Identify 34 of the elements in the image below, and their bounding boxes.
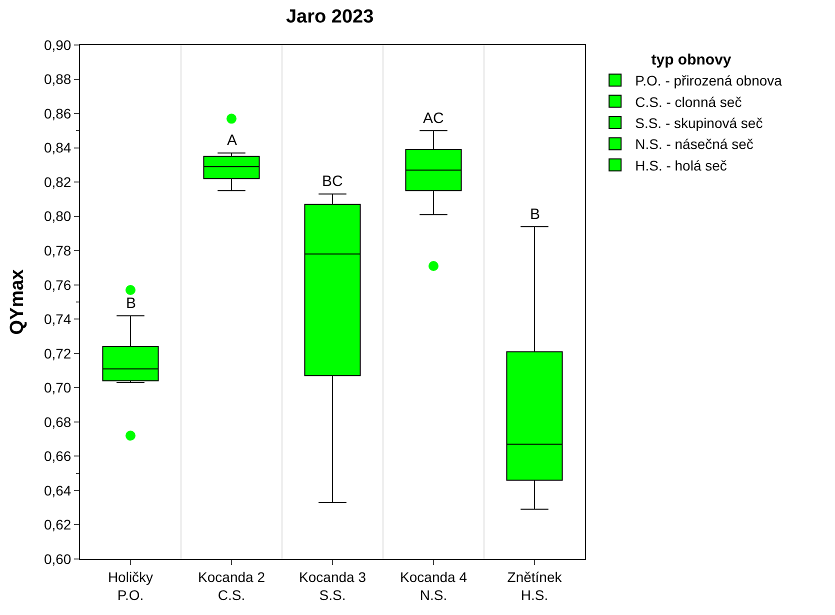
y-tick-label: 0,76: [44, 276, 72, 293]
y-tick-label: 0,62: [44, 516, 72, 533]
annotation: BC: [322, 173, 344, 190]
y-tick-label: 0,90: [44, 36, 72, 53]
x-tick-label: Kocanda 4 N.S.: [400, 568, 468, 603]
y-tick-label: 0,66: [44, 448, 72, 464]
legend-label: P.O. - přirozená obnova: [635, 72, 782, 89]
y-tick-label: 0,86: [44, 105, 72, 122]
annotation: B: [530, 206, 540, 223]
y-tick-label: 0,82: [44, 174, 72, 190]
y-tick-label: 0,64: [44, 482, 72, 498]
y-tick-label: 0,68: [44, 414, 72, 430]
y-tick-label: 0,74: [44, 311, 72, 328]
annotation: AC: [423, 110, 444, 127]
annotation: A: [227, 132, 238, 149]
y-tick-label: 0,70: [44, 380, 72, 396]
y-tick-label: 0,60: [44, 550, 72, 567]
y-axis-title: QYmax: [6, 268, 28, 335]
legend-label: S.S. - skupinová seč: [635, 114, 763, 131]
y-tick-label: 0,78: [44, 242, 72, 258]
chart-title: Jaro 2023: [286, 6, 374, 28]
y-tick-label: 0,72: [44, 345, 72, 362]
legend-label: H.S. - holá seč: [635, 157, 727, 174]
legend-title: typ obnovy: [651, 52, 732, 68]
legend-label: N.S. - násečná seč: [635, 136, 754, 152]
y-tick-label: 0,88: [44, 71, 72, 88]
y-tick-label: 0,84: [44, 140, 72, 156]
x-tick-label: Kocanda 2 C.S.: [198, 568, 266, 603]
x-tick-label: Holičky P.O.: [108, 568, 154, 603]
y-tick-label: 0,80: [44, 208, 72, 224]
x-tick-label: Kocanda 3 S.S.: [299, 568, 366, 603]
legend-label: C.S. - clonná seč: [635, 94, 742, 110]
x-tick-label: Znětínek H.S.: [507, 568, 563, 603]
annotation: B: [126, 295, 136, 312]
